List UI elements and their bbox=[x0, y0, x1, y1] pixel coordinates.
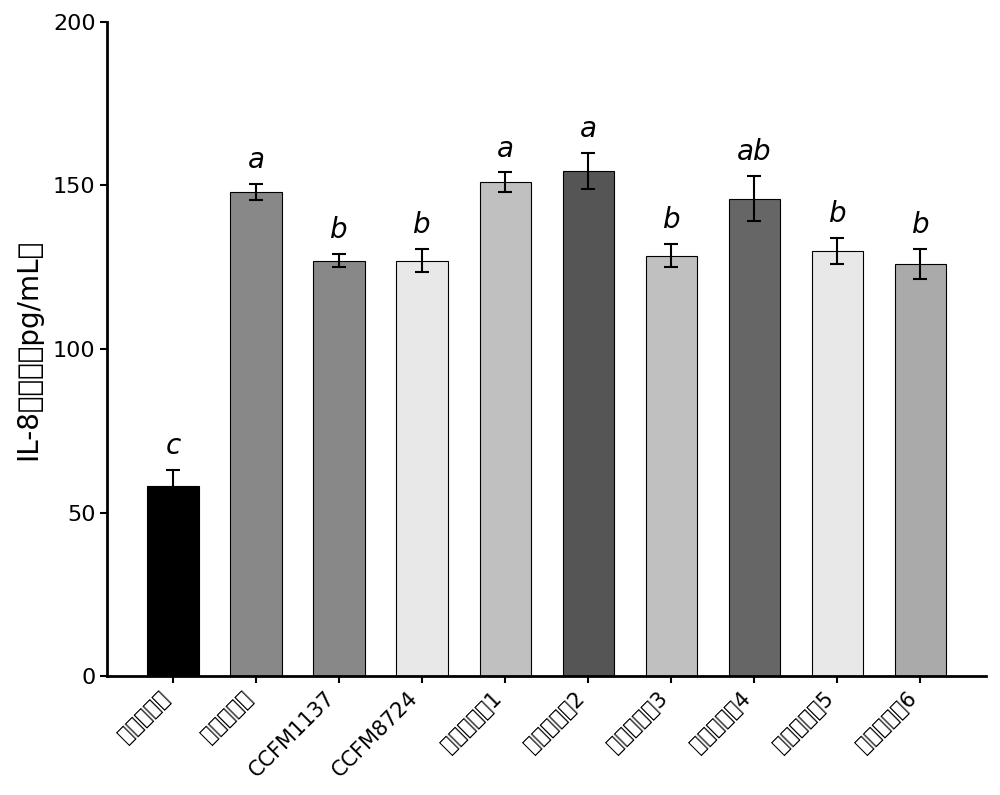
Text: b: b bbox=[330, 216, 348, 244]
Text: a: a bbox=[580, 115, 597, 143]
Text: ab: ab bbox=[737, 138, 772, 166]
Bar bbox=[646, 256, 697, 676]
Text: a: a bbox=[248, 146, 265, 174]
Bar bbox=[729, 199, 780, 676]
Bar bbox=[147, 487, 199, 676]
Bar bbox=[812, 251, 863, 676]
Bar bbox=[230, 192, 282, 676]
Text: c: c bbox=[165, 432, 181, 460]
Bar bbox=[313, 261, 365, 676]
Text: b: b bbox=[663, 207, 680, 235]
Bar bbox=[396, 261, 448, 676]
Text: b: b bbox=[413, 211, 431, 239]
Bar bbox=[895, 264, 946, 676]
Bar bbox=[563, 171, 614, 676]
Bar bbox=[480, 182, 531, 676]
Text: b: b bbox=[829, 200, 846, 228]
Text: b: b bbox=[912, 211, 929, 239]
Y-axis label: IL-8含量／（pg/mL）: IL-8含量／（pg/mL） bbox=[14, 238, 42, 460]
Text: a: a bbox=[497, 134, 514, 162]
